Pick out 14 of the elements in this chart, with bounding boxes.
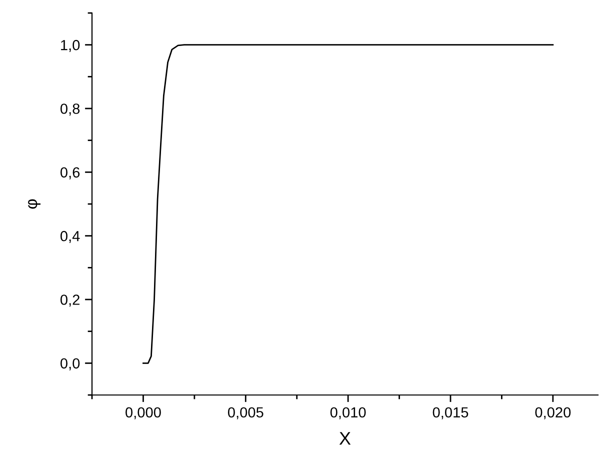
y-tick-label: 0,8 <box>60 104 80 116</box>
x-tick-label: 0,020 <box>535 407 571 420</box>
x-tick-label: 0,010 <box>330 407 366 420</box>
y-tick-label: 0,0 <box>60 358 80 370</box>
x-tick-label: 0,005 <box>228 407 264 420</box>
x-tick-label: 0,015 <box>432 407 468 420</box>
y-tick-label: 0,4 <box>60 230 80 243</box>
x-tick-label: 0,000 <box>126 407 161 420</box>
y-tick-label: 0,2 <box>60 294 80 307</box>
y-tick-label: 0,6 <box>60 167 80 180</box>
line-series <box>142 44 554 364</box>
x-axis-title: X <box>339 432 351 445</box>
y-tick-label: 1,0 <box>61 40 80 52</box>
y-axis-title: φ <box>28 199 40 209</box>
